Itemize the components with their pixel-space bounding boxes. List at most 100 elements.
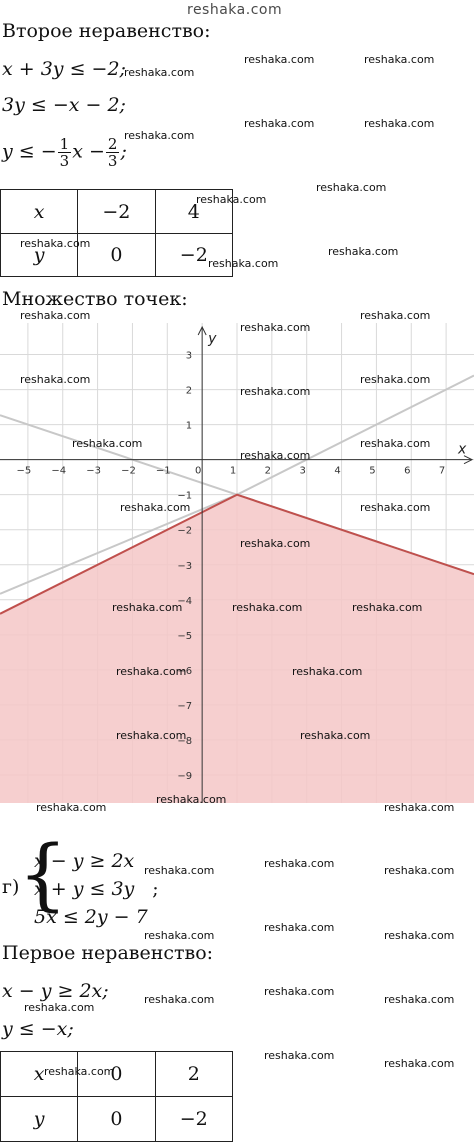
table-cell-label: x xyxy=(0,189,79,234)
y-tick-label: −6 xyxy=(177,666,192,677)
system-line-1: x − y ≥ 2x xyxy=(34,850,135,872)
table-row: x −2 4 xyxy=(0,189,234,234)
system-brace: { xyxy=(18,830,68,920)
watermark: reshaka.com xyxy=(264,985,335,998)
table-row: y 0 −2 xyxy=(0,1096,234,1142)
system-line-3: 5x ≤ 2y − 7 xyxy=(34,906,148,928)
watermark: reshaka.com xyxy=(300,729,371,742)
x-tick-label: 3 xyxy=(300,466,306,477)
watermark: reshaka.com xyxy=(292,665,363,678)
x-tick-label: −1 xyxy=(156,466,171,477)
watermark: reshaka.com xyxy=(36,801,107,814)
table-cell: −2 xyxy=(154,233,234,277)
y-axis-label: y xyxy=(207,331,217,347)
watermark: reshaka.com xyxy=(384,864,455,877)
watermark: reshaka.com xyxy=(360,309,431,322)
y-tick-label: 3 xyxy=(186,351,192,362)
y-tick-label: −1 xyxy=(177,491,192,502)
value-table-1: x −2 4 y 0 −2 xyxy=(0,189,234,277)
chart-lines xyxy=(0,374,474,615)
watermark: reshaka.com xyxy=(72,437,143,450)
y-tick-label: 1 xyxy=(186,421,192,432)
watermark: reshaka.com xyxy=(328,245,399,258)
shaded-region xyxy=(0,494,474,803)
watermark: reshaka.com xyxy=(196,193,267,206)
line3-suffix: ; xyxy=(120,140,127,163)
x-tick-label: 7 xyxy=(439,466,445,477)
frac1-num: 1 xyxy=(57,135,72,153)
watermark: reshaka.com xyxy=(240,321,311,334)
x-tick-label: −3 xyxy=(86,466,101,477)
table-cell: 0 xyxy=(77,1051,156,1097)
watermark-top: reshaka.com xyxy=(187,2,283,18)
table-cell: −2 xyxy=(154,1096,234,1142)
table-cell-label: y xyxy=(0,233,79,277)
x-tick-label: 5 xyxy=(369,466,375,477)
watermark: reshaka.com xyxy=(144,993,215,1006)
watermark: reshaka.com xyxy=(360,501,431,514)
watermark: reshaka.com xyxy=(264,857,335,870)
y-tick-label: 2 xyxy=(186,386,192,397)
watermark: reshaka.com xyxy=(124,66,195,79)
chart-ticks: −5 −4 −3 −2 −1 0 1 2 3 4 5 6 7 3 2 1 −1 −2 −3 −4 −5 −6 −7 −8 −9 xyxy=(17,351,446,782)
table-cell: 2 xyxy=(154,1051,234,1097)
y-tick-label: −9 xyxy=(177,771,192,782)
line3-prefix: y ≤ − xyxy=(2,140,57,163)
inequality-line-1: x + 3y ≤ −2; xyxy=(2,58,126,80)
x-tick-label: 0 xyxy=(195,466,201,477)
watermark: reshaka.com xyxy=(116,729,187,742)
watermark: reshaka.com xyxy=(20,373,91,386)
y-tick-label: −2 xyxy=(177,526,192,537)
y-tick-label: −7 xyxy=(177,701,192,712)
watermark: reshaka.com xyxy=(364,53,435,66)
first-inequality-line-2: y ≤ −x; xyxy=(2,1018,74,1040)
watermark: reshaka.com xyxy=(244,53,315,66)
watermark: reshaka.com xyxy=(384,1057,455,1070)
watermark: reshaka.com xyxy=(116,665,187,678)
frac1-den: 3 xyxy=(59,152,70,170)
x-tick-label: 4 xyxy=(334,466,340,477)
y-tick-label: −5 xyxy=(177,631,192,642)
table-cell-label: y xyxy=(0,1096,79,1142)
x-tick-label: −4 xyxy=(51,466,66,477)
frac2-num: 2 xyxy=(105,135,120,153)
watermark: reshaka.com xyxy=(232,601,303,614)
heading-point-set: Множество точек: xyxy=(2,288,188,310)
first-inequality-line-1: x − y ≥ 2x; xyxy=(2,980,109,1002)
watermark: reshaka.com xyxy=(384,801,455,814)
x-tick-label: −2 xyxy=(121,466,136,477)
frac2-den: 3 xyxy=(107,152,118,170)
watermark: reshaka.com xyxy=(352,601,423,614)
watermark: reshaka.com xyxy=(20,309,91,322)
heading-first-inequality: Первое неравенство: xyxy=(2,942,214,964)
watermark: reshaka.com xyxy=(240,537,311,550)
y-tick-label: −3 xyxy=(177,561,192,572)
watermark: reshaka.com xyxy=(360,437,431,450)
watermark: reshaka.com xyxy=(244,117,315,130)
x-tick-label: −5 xyxy=(17,466,32,477)
table-row: y 0 −2 xyxy=(0,233,234,277)
value-table-2: x 0 2 y 0 −2 xyxy=(0,1051,234,1142)
watermark: reshaka.com xyxy=(264,1049,335,1062)
part-label: г) xyxy=(2,876,20,898)
y-tick-label: −8 xyxy=(177,736,192,747)
watermark: reshaka.com xyxy=(316,181,387,194)
system-line-2-suffix: ; xyxy=(152,878,159,900)
x-axis-arrow-icon xyxy=(463,455,474,465)
watermark: reshaka.com xyxy=(20,237,91,250)
watermark: reshaka.com xyxy=(112,601,183,614)
inequality-line-2: 3y ≤ −x − 2; xyxy=(2,94,126,116)
inequality-line-3: y ≤ −1 3 x −2 3; xyxy=(2,136,127,169)
system-line-2-text: x + y ≤ 3y xyxy=(34,878,135,900)
watermark: reshaka.com xyxy=(124,129,195,142)
table-cell-label: x xyxy=(0,1051,79,1097)
watermark: reshaka.com xyxy=(44,1065,115,1078)
watermark: reshaka.com xyxy=(384,993,455,1006)
chart-axes: xy xyxy=(0,325,474,803)
x-tick-label: 1 xyxy=(230,466,236,477)
watermark: reshaka.com xyxy=(24,1001,95,1014)
watermark: reshaka.com xyxy=(208,257,279,270)
watermark: reshaka.com xyxy=(144,929,215,942)
watermark: reshaka.com xyxy=(240,385,311,398)
